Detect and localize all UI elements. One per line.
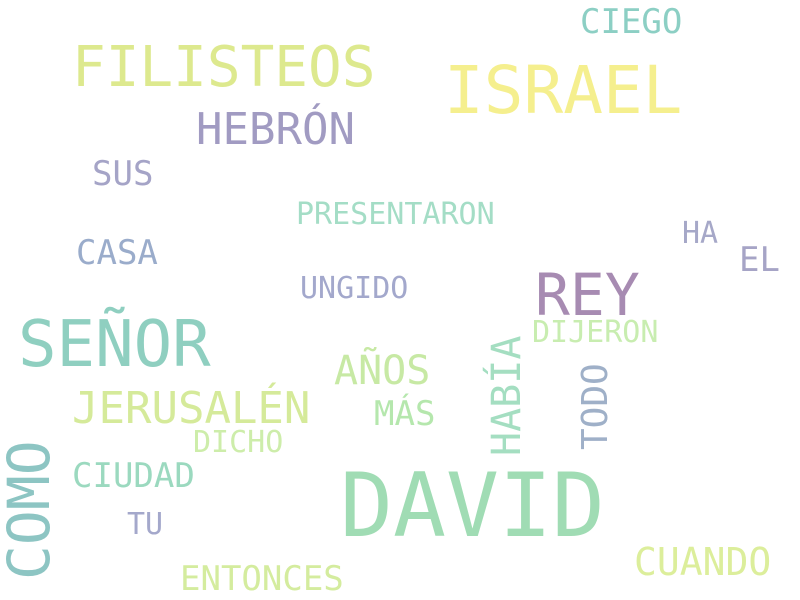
word-cuando: CUANDO <box>634 540 772 584</box>
word-anos: AÑOS <box>334 348 431 394</box>
word-entonces: ENTONCES <box>180 559 344 599</box>
word-sus: SUS <box>92 154 154 194</box>
word-ciudad: CIUDAD <box>72 456 195 496</box>
word-jerusalen: JERUSALÉN <box>72 383 311 434</box>
word-hebron: HEBRÓN <box>196 104 355 155</box>
word-presentaron: PRESENTARON <box>296 197 495 232</box>
word-habia: HABÍA <box>484 335 530 456</box>
word-casa: CASA <box>76 233 158 273</box>
word-senor: SEÑOR <box>18 308 211 382</box>
word-israel: ISRAEL <box>444 52 683 129</box>
word-mas: MÁS <box>374 394 436 434</box>
word-tu: TU <box>127 507 164 542</box>
word-ha: HA <box>682 216 719 251</box>
word-filisteos: FILISTEOS <box>72 35 376 100</box>
word-ungido: UNGIDO <box>300 271 409 306</box>
word-todo: TODO <box>575 363 616 450</box>
word-como: COMO <box>0 440 63 580</box>
word-el: EL <box>739 240 780 280</box>
word-dicho: DICHO <box>193 425 284 460</box>
word-ciego: CIEGO <box>580 2 683 42</box>
word-rey: REY <box>535 261 640 329</box>
word-dijeron: DIJERON <box>532 315 659 350</box>
word-david: DAVID <box>340 454 605 557</box>
